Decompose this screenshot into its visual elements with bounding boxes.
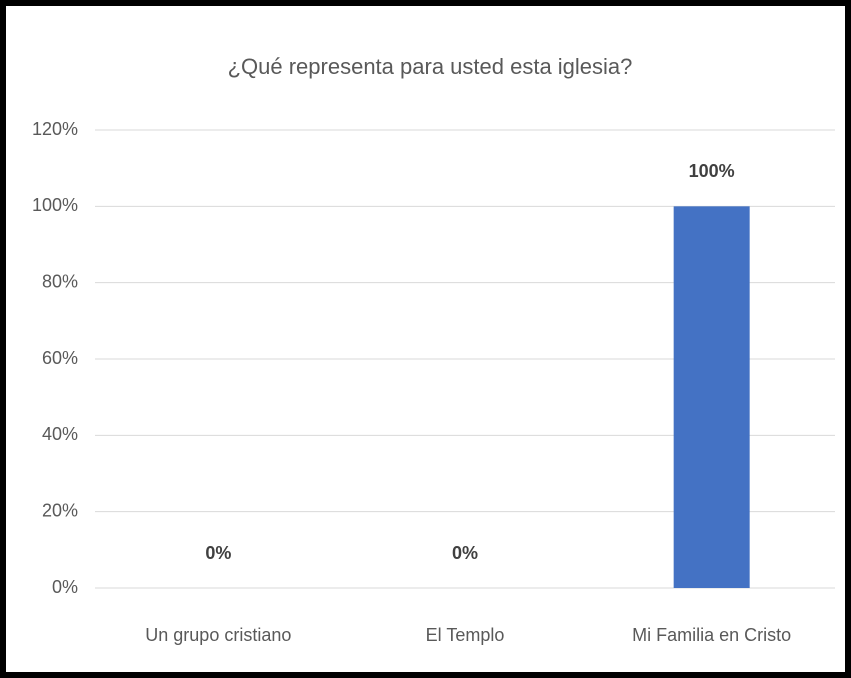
y-tick-label: 80% (42, 271, 78, 291)
x-tick-label: Mi Familia en Cristo (632, 625, 791, 645)
y-tick-label: 40% (42, 424, 78, 444)
y-tick-label: 20% (42, 500, 78, 520)
y-tick-label: 120% (32, 119, 78, 139)
data-label: 0% (205, 543, 231, 563)
x-tick-label: Un grupo cristiano (145, 625, 291, 645)
bar (673, 206, 750, 589)
data-label: 0% (452, 543, 478, 563)
chart-title: ¿Qué representa para usted esta iglesia? (228, 54, 633, 79)
x-tick-label: El Templo (426, 625, 505, 645)
y-tick-label: 60% (42, 348, 78, 368)
data-label: 100% (689, 161, 735, 181)
y-tick-label: 100% (32, 195, 78, 215)
y-tick-label: 0% (52, 577, 78, 597)
